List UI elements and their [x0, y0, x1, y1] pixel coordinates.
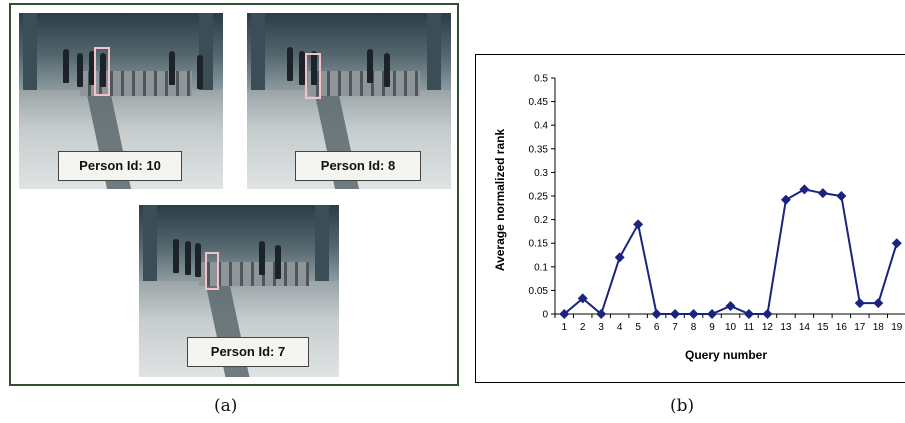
chart-series [559, 184, 902, 319]
data-point-marker [780, 194, 791, 205]
x-tick-labels: 1 2 3 4 5 6 7 8 9 10 11 12 13 14 15 16 17 18 19 [561, 322, 902, 333]
data-point-marker [743, 309, 754, 319]
data-point-marker [725, 300, 736, 311]
y-tick-label: 0.1 [534, 262, 548, 273]
x-tick-label: 10 [725, 322, 737, 333]
pedestrian [169, 51, 175, 85]
person-bounding-box [305, 53, 321, 99]
x-axis-title: Query number [685, 348, 767, 362]
data-point-marker [817, 188, 828, 199]
x-tick-label: 18 [873, 322, 885, 333]
panel-a-caption: (a) [214, 396, 238, 416]
x-tick-label: 2 [580, 322, 586, 333]
data-point-marker [670, 309, 681, 319]
data-point-marker [633, 219, 644, 230]
pedestrian [384, 53, 390, 87]
series-line [563, 188, 898, 316]
person-id-label: Person Id: 8 [295, 151, 421, 181]
person-bounding-box [205, 252, 219, 290]
y-tick-label: 0.25 [529, 192, 549, 203]
frame-pillar [426, 13, 441, 91]
y-tick-label: 0.45 [529, 97, 549, 108]
surveillance-panel: Person Id: 10 Person Id: 8 Person Id: 7 [9, 3, 459, 386]
x-tick-label: 14 [799, 322, 811, 333]
person-id-label: Person Id: 7 [187, 337, 309, 367]
frame-gates [308, 71, 421, 96]
pedestrian [367, 49, 373, 83]
data-point-marker [651, 309, 662, 319]
x-tick-label: 19 [891, 322, 903, 333]
y-tick-label: 0.3 [534, 168, 548, 179]
pedestrian [275, 245, 281, 279]
y-tick-label: 0.15 [529, 239, 549, 250]
pedestrian [299, 51, 305, 85]
x-tick-label: 6 [654, 322, 660, 333]
data-point-marker [559, 309, 570, 319]
person-id-label: Person Id: 10 [58, 151, 182, 181]
surveillance-frame-2: Person Id: 8 [247, 13, 451, 189]
y-tick-labels: 0 0.05 0.1 0.15 0.2 0.25 0.3 0.35 0.4 0.45 0.5 [529, 74, 549, 321]
panel-b-caption: (b) [670, 396, 695, 416]
data-point-marker [873, 298, 884, 309]
y-tick-label: 0 [542, 310, 548, 321]
data-point-marker [577, 293, 588, 304]
x-tick-label: 3 [598, 322, 604, 333]
y-tick-label: 0.4 [534, 121, 548, 132]
y-tick-label: 0.5 [534, 74, 548, 85]
pedestrian [195, 243, 201, 277]
data-point-marker [836, 191, 847, 201]
pedestrian [287, 47, 293, 81]
pedestrian [197, 55, 203, 89]
pedestrian [100, 53, 106, 87]
person-bounding-box [94, 47, 110, 96]
x-tick-label: 5 [635, 322, 641, 333]
x-tick-label: 8 [691, 322, 697, 333]
data-point-marker [596, 309, 607, 319]
x-tick-label: 12 [762, 322, 774, 333]
frame-pillar [315, 205, 329, 281]
frame-pillar [23, 13, 38, 91]
data-point-marker [688, 309, 699, 319]
data-point-marker [762, 309, 773, 319]
x-tick-label: 13 [780, 322, 792, 333]
chart-axes [551, 77, 905, 318]
x-tick-label: 17 [854, 322, 866, 333]
pedestrian [259, 241, 265, 275]
pedestrian [311, 51, 317, 85]
surveillance-frame-1: Person Id: 10 [19, 13, 223, 189]
pedestrian [185, 241, 191, 275]
data-point-marker [799, 184, 810, 195]
pedestrian [89, 51, 95, 85]
y-tick-label: 0.05 [529, 286, 549, 297]
pedestrian [77, 53, 83, 87]
surveillance-frame-3: Person Id: 7 [139, 205, 339, 377]
x-tick-label: 15 [817, 322, 829, 333]
frame-pillar [143, 205, 157, 281]
y-tick-label: 0.2 [534, 215, 548, 226]
x-tick-label: 16 [836, 322, 848, 333]
x-tick-label: 7 [672, 322, 678, 333]
pedestrian [63, 49, 69, 83]
data-point-marker [707, 309, 718, 319]
y-tick-label: 0.35 [529, 144, 549, 155]
data-point-marker [614, 252, 625, 263]
y-axis-title: Average normalized rank [493, 129, 507, 272]
data-point-marker [854, 298, 865, 309]
data-point-marker [891, 238, 902, 249]
x-tick-label: 4 [617, 322, 623, 333]
x-tick-label: 9 [709, 322, 715, 333]
x-tick-label: 11 [744, 322, 755, 333]
pedestrian [173, 239, 179, 273]
frame-pillar [251, 13, 266, 91]
x-tick-label: 1 [561, 322, 567, 333]
